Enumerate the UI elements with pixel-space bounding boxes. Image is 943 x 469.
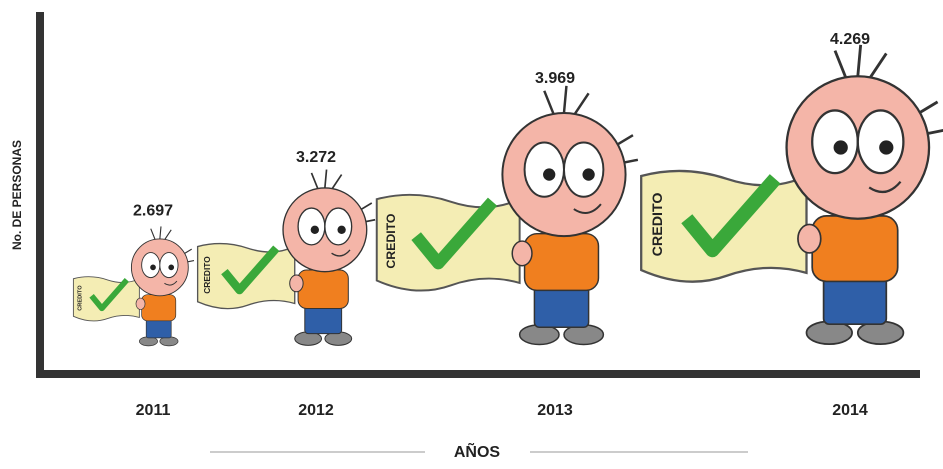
hand — [289, 274, 304, 293]
value-label: 4.269 — [830, 31, 870, 48]
y-axis-label: No. DE PERSONAS — [10, 140, 24, 250]
eye — [811, 109, 859, 175]
flag-text: CREDITO — [202, 256, 212, 294]
pictogram: CREDITO — [72, 226, 195, 347]
eye — [562, 141, 605, 198]
hair — [310, 169, 376, 224]
x-axis-label: AÑOS — [454, 441, 501, 461]
mouth — [164, 280, 178, 286]
value-label: 3.969 — [535, 70, 575, 87]
shirt — [811, 215, 899, 283]
eye — [159, 252, 179, 279]
pupil — [582, 168, 595, 181]
shirt — [297, 269, 349, 309]
mouth — [331, 249, 351, 257]
check — [221, 245, 280, 295]
hair — [543, 85, 639, 166]
pupil — [833, 140, 848, 155]
hand — [797, 223, 822, 254]
flag-text: CREDITO — [650, 193, 666, 257]
eye — [141, 252, 161, 279]
flag — [196, 242, 296, 310]
hair — [833, 44, 943, 138]
mouth — [868, 180, 902, 194]
pictogram: CREDITO — [196, 169, 376, 346]
x-tick-label: 2011 — [136, 402, 171, 419]
value-label: 2.697 — [133, 202, 173, 219]
pictogram: CREDITO — [375, 85, 639, 346]
shirt — [141, 294, 177, 322]
check — [681, 174, 781, 258]
mouth — [573, 203, 602, 214]
eye — [523, 141, 565, 198]
shirt — [523, 232, 600, 292]
eye — [297, 207, 326, 246]
pictogram: CREDITO — [640, 44, 943, 346]
flag-text: CREDITO — [384, 213, 398, 269]
x-axis — [36, 370, 920, 378]
check — [89, 278, 129, 312]
hair — [150, 226, 195, 264]
x-tick-label: 2013 — [537, 402, 573, 419]
pupil — [879, 140, 894, 155]
x-tick-label: 2012 — [298, 402, 334, 419]
flag-text: CREDITO — [78, 285, 84, 311]
check — [411, 197, 498, 270]
pupil — [150, 264, 156, 271]
pupil — [543, 168, 556, 181]
pupil — [337, 225, 346, 234]
pupil — [310, 225, 320, 234]
eye — [856, 109, 905, 175]
y-axis — [36, 12, 44, 378]
value-label: 3.272 — [296, 149, 336, 166]
pupil — [168, 264, 175, 271]
hand — [135, 297, 146, 310]
hand — [511, 240, 533, 267]
x-tick-label: 2014 — [832, 402, 868, 419]
flag — [375, 193, 521, 292]
eye — [324, 207, 353, 246]
